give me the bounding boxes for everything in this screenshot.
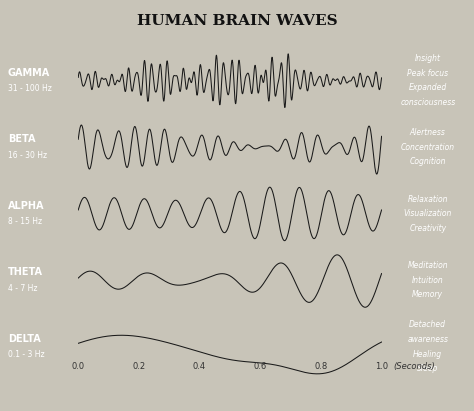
Text: DELTA: DELTA [8, 334, 41, 344]
Text: consciousness: consciousness [400, 98, 456, 107]
Text: 0.1 - 3 Hz: 0.1 - 3 Hz [8, 350, 45, 359]
Text: Visualization: Visualization [403, 209, 452, 218]
Text: GAMMA: GAMMA [8, 67, 50, 78]
Text: Creativity: Creativity [409, 224, 447, 233]
Text: Cognition: Cognition [410, 157, 446, 166]
Text: (Seconds): (Seconds) [394, 362, 436, 371]
Text: 31 - 100 Hz: 31 - 100 Hz [8, 84, 52, 93]
Text: Peak focus: Peak focus [407, 69, 448, 78]
Text: Detached: Detached [409, 321, 447, 329]
Text: 4 - 7 Hz: 4 - 7 Hz [8, 284, 37, 293]
Text: Healing: Healing [413, 350, 442, 359]
Text: Relaxation: Relaxation [408, 194, 448, 203]
Text: Concentration: Concentration [401, 143, 455, 152]
Text: 0.0: 0.0 [72, 362, 85, 371]
Text: 0.6: 0.6 [254, 362, 267, 371]
Text: awareness: awareness [407, 335, 448, 344]
Text: 0.2: 0.2 [132, 362, 146, 371]
Text: Meditation: Meditation [408, 261, 448, 270]
Text: Sleep: Sleep [417, 365, 438, 373]
Text: Memory: Memory [412, 291, 443, 300]
Text: BETA: BETA [8, 134, 36, 144]
Text: Insight: Insight [415, 54, 441, 63]
Text: Expanded: Expanded [409, 83, 447, 92]
Text: Intuition: Intuition [412, 276, 444, 285]
Text: THETA: THETA [8, 267, 43, 277]
Text: ALPHA: ALPHA [8, 201, 45, 211]
Text: 8 - 15 Hz: 8 - 15 Hz [8, 217, 42, 226]
Text: 0.8: 0.8 [314, 362, 328, 371]
Text: 16 - 30 Hz: 16 - 30 Hz [8, 150, 47, 159]
Text: HUMAN BRAIN WAVES: HUMAN BRAIN WAVES [137, 14, 337, 28]
Text: Alertness: Alertness [410, 128, 446, 137]
Text: 1.0: 1.0 [375, 362, 388, 371]
Text: 0.4: 0.4 [193, 362, 206, 371]
